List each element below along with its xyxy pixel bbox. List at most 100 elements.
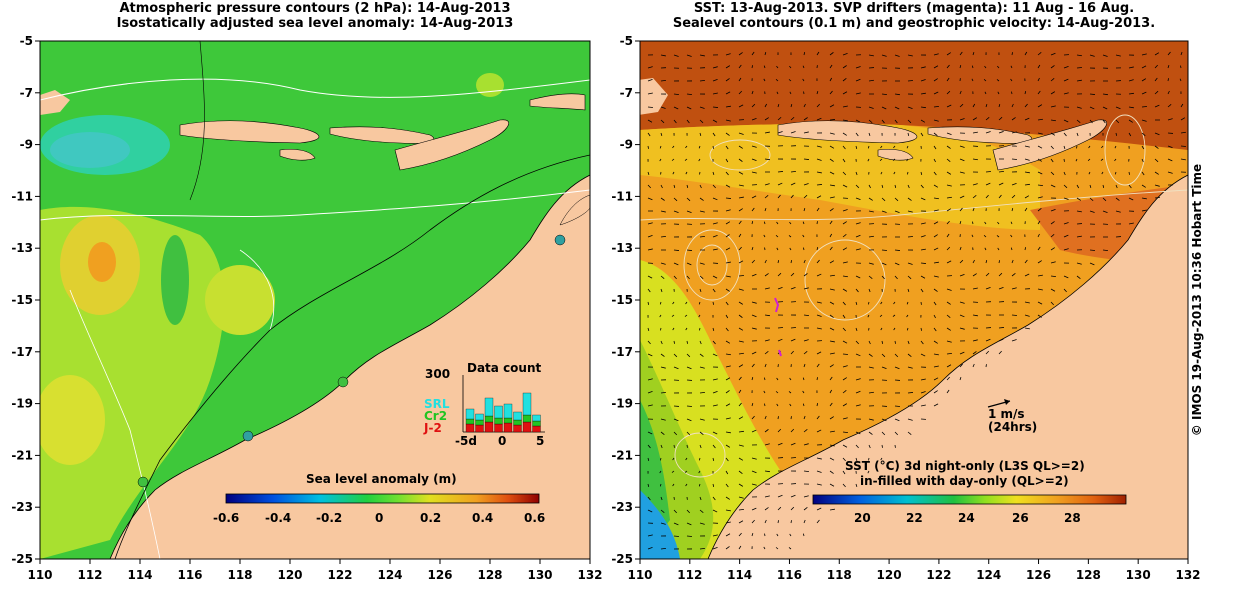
velocity-arrow — [1063, 78, 1069, 82]
velocity-arrow — [790, 520, 792, 524]
velocity-arrow — [647, 66, 653, 69]
inset-bar — [475, 419, 484, 426]
velocity-arrow — [803, 314, 809, 316]
velocity-arrow — [946, 364, 952, 368]
velocity-arrow — [802, 533, 805, 537]
velocity-arrow — [816, 470, 822, 473]
right-title-line2: Sealevel contours (0.1 m) and geostrophi… — [672, 16, 1156, 31]
velocity-arrow — [725, 483, 729, 488]
velocity-arrow — [1102, 249, 1108, 251]
velocity-arrow — [868, 132, 871, 137]
velocity-arrow — [892, 314, 896, 317]
velocity-arrow — [829, 416, 834, 420]
velocity-arrow — [777, 260, 780, 264]
velocity-arrow — [920, 222, 926, 225]
velocity-arrow — [972, 131, 978, 134]
sla-cb-tick-6: 0.4 — [472, 511, 493, 525]
velocity-arrow — [725, 431, 731, 434]
velocity-arrow — [764, 377, 766, 381]
velocity-arrow — [985, 338, 991, 342]
inset-bar — [513, 411, 522, 421]
velocity-arrow — [1063, 145, 1066, 150]
velocity-arrow — [1037, 208, 1042, 212]
velocity-arrow — [803, 495, 809, 498]
velocity-arrow — [764, 339, 770, 342]
velocity-arrow — [673, 275, 677, 280]
velocity-arrow — [1167, 118, 1173, 121]
velocity-arrow — [1063, 288, 1067, 293]
velocity-arrow — [764, 470, 770, 473]
velocity-arrow — [725, 509, 731, 512]
velocity-arrow — [712, 340, 716, 345]
velocity-arrow — [803, 117, 808, 121]
velocity-arrow — [1128, 106, 1134, 109]
velocity-arrow — [775, 547, 779, 550]
velocity-arrow — [764, 314, 770, 317]
geostrophic-velocity-field — [647, 51, 1187, 550]
velocity-arrow — [789, 247, 792, 251]
velocity-arrow — [751, 429, 757, 433]
velocity-arrow — [959, 171, 965, 174]
inset-bar — [503, 403, 513, 419]
velocity-arrow — [972, 221, 974, 225]
velocity-arrow — [673, 522, 679, 526]
velocity-arrow — [1063, 197, 1069, 200]
velocity-arrow — [712, 391, 718, 394]
velocity-arrow — [1050, 247, 1055, 251]
velocity-arrow — [816, 158, 822, 161]
velocity-arrow — [763, 234, 766, 238]
velocity-arrow — [1037, 51, 1042, 56]
velocity-arrow — [764, 103, 767, 108]
velocity-arrow — [725, 314, 729, 319]
velocity-arrow — [1154, 90, 1159, 95]
velocity-arrow — [867, 145, 870, 149]
velocity-arrow — [881, 197, 886, 202]
velocity-arrow — [699, 132, 702, 137]
velocity-arrow — [751, 457, 757, 460]
velocity-arrow — [920, 275, 926, 279]
velocity-arrow — [855, 66, 861, 69]
velocity-arrow — [842, 209, 848, 212]
velocity-arrow — [972, 207, 975, 212]
velocity-arrow — [699, 235, 705, 238]
velocity-arrow — [764, 117, 769, 121]
right-axis-x-tick-label: 112 — [677, 568, 702, 582]
velocity-arrow — [1024, 103, 1028, 108]
velocity-arrow — [738, 496, 744, 499]
velocity-arrow — [855, 288, 859, 293]
velocity-arrow — [1089, 197, 1094, 202]
velocity-arrow — [946, 104, 952, 108]
velocity-arrow — [764, 403, 766, 407]
inset-bar — [484, 421, 494, 433]
velocity-arrow — [686, 418, 692, 422]
velocity-arrow — [776, 403, 779, 407]
velocity-arrow — [699, 197, 704, 201]
legend-j2: J-2 — [423, 421, 442, 435]
velocity-arrow — [816, 184, 822, 186]
velocity-arrow — [738, 104, 744, 108]
velocity-arrow — [686, 275, 690, 280]
velocity-arrow — [920, 79, 926, 82]
velocity-arrow — [1037, 145, 1043, 149]
velocity-arrow — [712, 132, 716, 137]
velocity-arrow — [894, 275, 898, 280]
velocity-arrow — [907, 54, 913, 57]
velocity-arrow — [842, 314, 846, 319]
velocity-arrow — [660, 132, 663, 137]
australia-land-sst — [707, 174, 1188, 559]
inset-x-tick-2: 0 — [498, 434, 506, 448]
velocity-arrow — [855, 327, 858, 332]
right-title-line1: SST: 13-Aug-2013. SVP drifters (magenta)… — [693, 1, 1135, 16]
velocity-arrow — [933, 340, 938, 344]
velocity-arrow — [907, 353, 912, 357]
velocity-arrow — [893, 145, 896, 149]
velocity-arrow — [985, 116, 990, 121]
velocity-arrow — [842, 483, 846, 488]
velocity-arrow — [1011, 194, 1016, 199]
velocity-arrow — [880, 301, 883, 305]
sla-patch-green — [161, 235, 189, 325]
velocity-arrow — [660, 522, 666, 525]
velocity-arrow — [764, 351, 769, 355]
inset-bar — [494, 405, 503, 419]
velocity-arrow — [1141, 132, 1146, 137]
